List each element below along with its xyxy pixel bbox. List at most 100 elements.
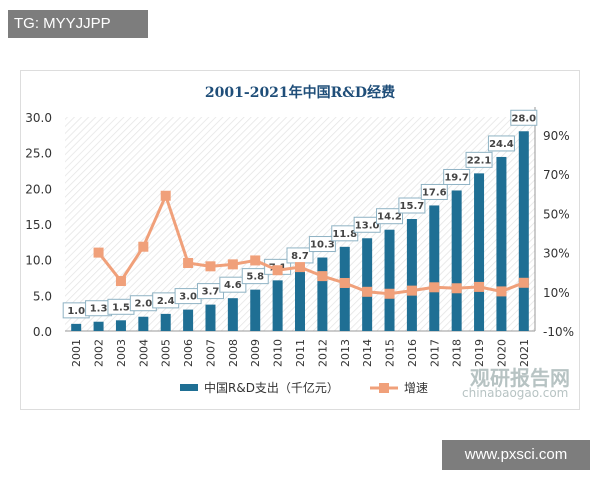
right-tick-label: 70% [543,168,570,182]
bar [205,304,216,331]
chart-title: 2001-2021年中国R&D经费 [205,84,395,101]
watermark-tag: TG: MYYJJPP [8,10,148,38]
legend-bar-swatch [180,384,198,391]
data-label: 14.2 [377,212,402,223]
data-label: 1.0 [67,306,85,317]
data-label: 3.0 [179,292,197,303]
bar [429,205,440,331]
data-label-box [353,216,381,233]
bar [339,246,350,331]
bar [295,268,305,331]
bar [474,173,485,331]
growth-point [250,255,261,266]
bar [362,238,373,331]
data-label-box [487,135,515,152]
data-label: 3.7 [202,287,220,298]
growth-point [496,286,507,297]
x-tick-label: 2018 [451,339,464,367]
bar [250,289,261,331]
bar [115,320,126,331]
x-tick-label: 2005 [160,339,173,367]
data-label: 1.5 [112,302,130,313]
data-label-box [398,197,426,214]
legend-bar-label: 中国R&D支出（千亿元） [204,380,339,395]
data-label: 13.0 [355,220,380,231]
growth-point [183,257,194,268]
chart-frame [20,70,580,410]
bar [183,309,194,331]
x-tick-label: 2008 [227,339,240,367]
growth-point [93,247,104,258]
growth-point [451,283,462,294]
data-label-box [443,168,471,185]
data-label-box [420,183,448,200]
x-tick-label: 2011 [294,339,307,367]
bar [160,313,171,331]
data-label: 15.7 [400,201,425,212]
bar [496,156,507,331]
growth-point [339,277,350,288]
bar [272,280,283,331]
bar [93,321,104,331]
data-label: 8.7 [291,251,309,262]
growth-point [474,281,485,292]
x-tick-label: 2010 [272,339,285,367]
x-tick-label: 2009 [249,339,262,367]
bar [227,298,238,331]
data-label-box [241,268,269,285]
data-label: 19.7 [444,172,469,183]
growth-point [518,277,529,288]
right-tick-label: 30% [543,247,570,261]
data-label-box [331,225,359,242]
growth-point [138,241,149,252]
left-tick-label: 5.0 [33,289,52,303]
growth-point [272,265,283,276]
bar [518,131,529,331]
x-tick-label: 2001 [70,339,83,367]
data-label: 22.1 [467,155,492,166]
left-tick-label: 0.0 [33,325,52,339]
x-tick-label: 2002 [93,339,106,367]
growth-point [406,285,417,296]
x-tick-label: 2015 [384,339,397,367]
growth-point [227,259,238,270]
data-label-box [376,208,404,225]
data-label: 1.3 [90,304,108,315]
left-tick-label: 30.0 [25,111,52,125]
growth-point [317,271,328,282]
growth-point [384,288,395,299]
watermark-brand: 观研报告网 [470,366,570,390]
data-label: 5.8 [246,272,264,283]
x-tick-label: 2019 [473,339,486,367]
data-label: 17.6 [422,187,447,198]
x-tick-label: 2020 [495,339,508,367]
legend-line-label: 增速 [404,381,428,395]
data-label: 2.4 [157,296,175,307]
bar [317,257,328,331]
data-label: 28.0 [511,113,536,124]
data-label: 24.4 [489,139,514,150]
x-tick-label: 2006 [182,339,195,367]
x-tick-label: 2017 [428,339,441,367]
bar [71,323,82,331]
bar [138,316,149,331]
data-label: 4.6 [224,280,242,291]
x-tick-label: 2016 [406,339,419,367]
x-tick-label: 2013 [339,339,352,367]
growth-point [205,261,216,272]
x-tick-label: 2012 [316,339,329,367]
x-tick-label: 2021 [518,339,531,367]
left-tick-label: 15.0 [25,218,52,232]
data-label: 11.8 [332,229,357,240]
growth-point [160,190,171,201]
right-tick-label: -10% [543,325,574,339]
x-tick-label: 2003 [115,339,128,367]
bar [384,229,395,331]
legend-line-marker [379,383,389,393]
growth-point [295,262,305,273]
x-tick-label: 2014 [361,339,374,367]
data-label: 2.0 [134,299,152,310]
right-tick-label: 10% [543,286,570,300]
right-tick-label: 90% [543,129,570,143]
